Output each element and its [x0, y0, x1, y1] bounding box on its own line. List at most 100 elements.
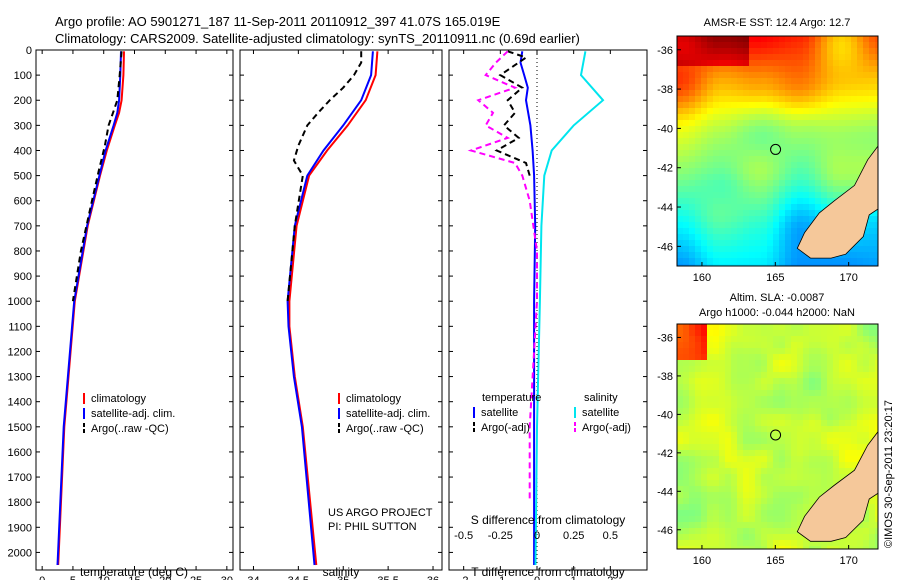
map-cell	[875, 516, 878, 522]
map-cell	[863, 78, 869, 84]
map-cell	[869, 330, 875, 336]
map-cell	[773, 486, 779, 492]
map-cell	[755, 258, 761, 264]
map-cell	[827, 72, 833, 78]
map-y-tick-label: -46	[657, 241, 673, 253]
map-cell	[863, 516, 869, 522]
argo-position-marker	[770, 429, 782, 441]
map-cell	[731, 492, 737, 498]
map-cell	[707, 42, 713, 48]
map-cell	[689, 378, 695, 384]
map-cell	[707, 468, 713, 474]
map-cell	[869, 138, 875, 144]
map-cell	[773, 72, 779, 78]
map-cell	[815, 48, 821, 54]
map-cell	[695, 498, 701, 504]
map-cell	[677, 78, 683, 84]
map-cell	[737, 438, 743, 444]
map-cell	[689, 108, 695, 114]
map-cell	[827, 372, 833, 378]
map-cell	[767, 516, 773, 522]
map-cell	[713, 132, 719, 138]
map-cell	[707, 72, 713, 78]
map-cell	[875, 390, 878, 396]
map-cell	[725, 246, 731, 252]
map-cell	[851, 366, 857, 372]
map-cell	[767, 102, 773, 108]
map-cell	[719, 96, 725, 102]
map-cell	[713, 60, 719, 66]
map-cell	[845, 546, 851, 549]
map-cell	[731, 66, 737, 72]
map-cell	[875, 546, 878, 549]
map-cell	[725, 240, 731, 246]
map-cell	[797, 258, 803, 264]
map-cell	[779, 234, 785, 240]
map-cell	[695, 336, 701, 342]
map-cell	[731, 192, 737, 198]
map-cell	[869, 498, 875, 504]
map-cell	[767, 228, 773, 234]
map-cell	[701, 366, 707, 372]
map-cell	[767, 84, 773, 90]
map-cell	[725, 330, 731, 336]
map-cell	[851, 360, 857, 366]
map-cell	[755, 102, 761, 108]
map-cell	[683, 366, 689, 372]
map-cell	[755, 528, 761, 534]
map-cell	[701, 354, 707, 360]
map-cell	[863, 420, 869, 426]
map-cell	[701, 324, 707, 330]
map-cell	[755, 396, 761, 402]
map-cell	[791, 510, 797, 516]
map-cell	[785, 102, 791, 108]
map-cell	[743, 78, 749, 84]
map-cell	[677, 486, 683, 492]
map-cell	[737, 534, 743, 540]
map-cell	[773, 126, 779, 132]
map-cell	[731, 438, 737, 444]
map-cell	[797, 102, 803, 108]
map-cell	[677, 186, 683, 192]
map-cell	[839, 540, 845, 546]
map-cell	[743, 216, 749, 222]
map-cell	[677, 402, 683, 408]
map-cell	[695, 162, 701, 168]
map-cell	[815, 186, 821, 192]
map-cell	[701, 150, 707, 156]
map-cell	[749, 438, 755, 444]
map-cell	[803, 498, 809, 504]
map-cell	[797, 360, 803, 366]
map-cell	[875, 402, 878, 408]
map-cell	[713, 264, 719, 266]
map-cell	[773, 528, 779, 534]
map-cell	[875, 144, 878, 150]
map-cell	[845, 114, 851, 120]
map-cell	[869, 366, 875, 372]
map-y-tick-label: -44	[657, 486, 673, 498]
map-cell	[827, 258, 833, 264]
map-cell	[725, 384, 731, 390]
map-cell	[719, 372, 725, 378]
map-cell	[731, 366, 737, 372]
map-cell	[719, 456, 725, 462]
map-cell	[773, 204, 779, 210]
map-cell	[725, 48, 731, 54]
map-cell	[719, 138, 725, 144]
map-cell	[749, 492, 755, 498]
map-cell	[713, 396, 719, 402]
map-cell	[851, 90, 857, 96]
map-cell	[797, 126, 803, 132]
map-cell	[737, 78, 743, 84]
map-cell	[791, 426, 797, 432]
map-cell	[767, 432, 773, 438]
map-cell	[695, 342, 701, 348]
map-cell	[749, 60, 755, 66]
map-cell	[689, 504, 695, 510]
map-cell	[797, 432, 803, 438]
map-cell	[677, 228, 683, 234]
map-cell	[773, 366, 779, 372]
map-cell	[761, 420, 767, 426]
map-cell	[797, 498, 803, 504]
map-cell	[761, 378, 767, 384]
